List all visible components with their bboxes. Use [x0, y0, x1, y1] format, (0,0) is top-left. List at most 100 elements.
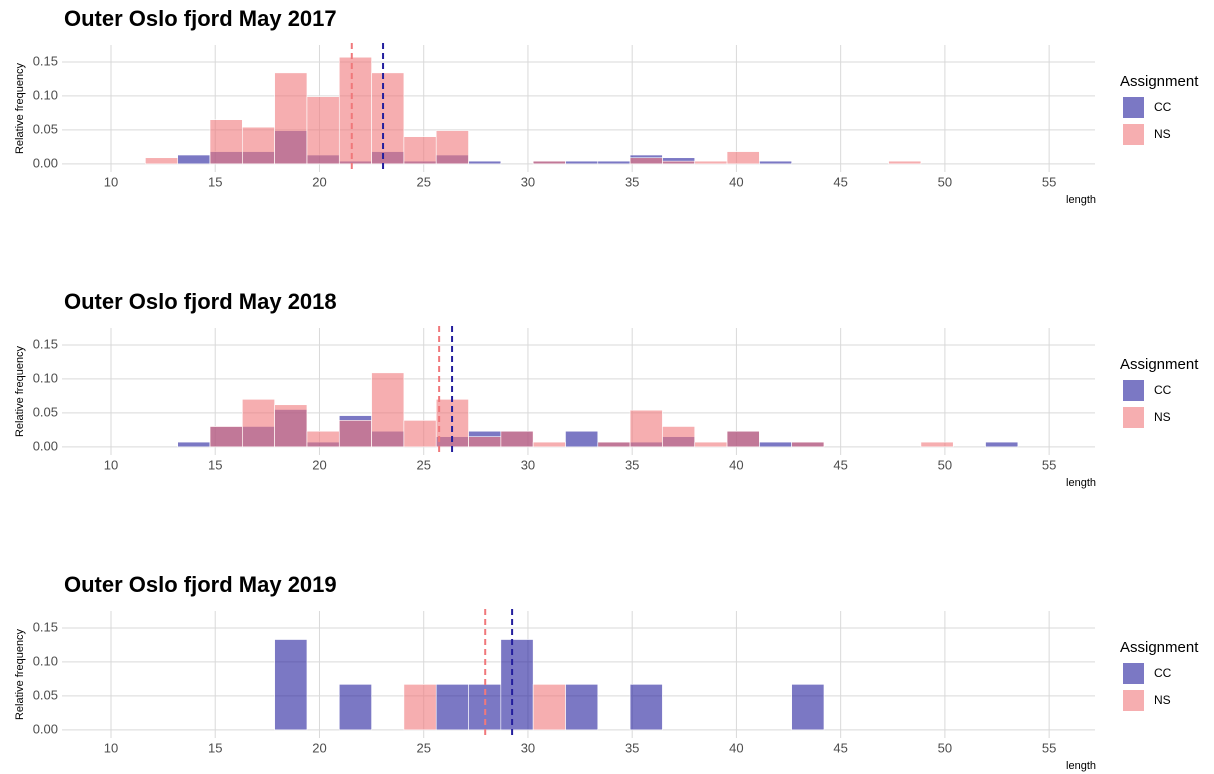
y-axis-label: Relative frequency — [14, 628, 26, 720]
bar — [274, 639, 308, 731]
x-axis-label: length — [1066, 760, 1096, 772]
x-tick-label: 25 — [416, 457, 430, 472]
x-tick-label: 25 — [416, 174, 430, 189]
legend-label: CC — [1154, 100, 1172, 114]
bar — [565, 684, 599, 731]
bar — [468, 436, 502, 448]
y-tick-label: 0.05 — [33, 687, 58, 702]
bar — [242, 399, 275, 448]
x-tick-label: 35 — [625, 457, 639, 472]
bar — [177, 441, 211, 448]
chart-title: Outer Oslo fjord May 2018 — [64, 289, 337, 314]
bar — [532, 441, 566, 448]
bar — [985, 441, 1019, 448]
bar — [468, 160, 502, 165]
x-tick-label: 35 — [625, 740, 639, 755]
bar — [338, 420, 372, 448]
bar — [597, 160, 631, 165]
y-tick-label: 0.00 — [33, 721, 58, 736]
chart-title: Outer Oslo fjord May 2017 — [64, 6, 337, 31]
x-tick-label: 15 — [208, 174, 222, 189]
legend-title: Assignment — [1120, 73, 1199, 90]
bar — [726, 430, 760, 448]
bar — [662, 160, 696, 165]
x-tick-label: 20 — [312, 740, 326, 755]
legend-label: CC — [1154, 666, 1172, 680]
x-tick-label: 50 — [938, 740, 952, 755]
bar — [274, 404, 308, 448]
bar — [435, 130, 469, 165]
y-axis-label: Relative frequency — [14, 62, 26, 154]
legend-key — [1123, 380, 1144, 401]
y-tick-label: 0.10 — [33, 370, 58, 385]
bar — [242, 126, 275, 165]
bar — [532, 684, 566, 731]
bar — [888, 160, 922, 165]
bar — [500, 639, 534, 731]
bar — [694, 160, 728, 165]
bar — [371, 72, 405, 165]
legend-label: NS — [1154, 410, 1171, 424]
bar — [338, 684, 372, 731]
bar — [629, 684, 663, 731]
x-tick-label: 30 — [521, 457, 535, 472]
bar — [403, 684, 437, 731]
bar — [629, 157, 663, 165]
legend-title: Assignment — [1120, 639, 1199, 656]
x-tick-label: 55 — [1042, 740, 1056, 755]
legend-key — [1123, 407, 1144, 428]
legend-label: NS — [1154, 693, 1171, 707]
x-tick-label: 55 — [1042, 174, 1056, 189]
x-tick-label: 20 — [312, 174, 326, 189]
y-tick-label: 0.15 — [33, 53, 58, 68]
bar — [726, 151, 760, 165]
x-tick-label: 45 — [833, 740, 847, 755]
y-tick-label: 0.00 — [33, 438, 58, 453]
bar — [209, 119, 243, 165]
bar — [274, 72, 308, 165]
x-tick-label: 55 — [1042, 457, 1056, 472]
x-tick-label: 25 — [416, 740, 430, 755]
bar — [435, 684, 469, 731]
bar — [306, 96, 340, 165]
bar — [597, 441, 631, 448]
bar — [532, 160, 566, 165]
bar — [500, 430, 534, 448]
bar — [662, 426, 696, 448]
bar — [791, 684, 825, 731]
bar — [565, 160, 599, 165]
bar — [177, 154, 211, 165]
x-tick-label: 10 — [104, 457, 118, 472]
bar — [371, 372, 405, 448]
x-tick-label: 45 — [833, 174, 847, 189]
bar — [629, 409, 663, 448]
x-tick-label: 50 — [938, 457, 952, 472]
bar — [759, 160, 792, 165]
y-tick-label: 0.15 — [33, 619, 58, 634]
bar — [759, 441, 792, 448]
x-tick-label: 15 — [208, 740, 222, 755]
bar — [338, 56, 372, 165]
x-tick-label: 30 — [521, 740, 535, 755]
x-tick-label: 50 — [938, 174, 952, 189]
x-tick-label: 45 — [833, 457, 847, 472]
y-tick-label: 0.15 — [33, 336, 58, 351]
x-tick-label: 15 — [208, 457, 222, 472]
x-tick-label: 30 — [521, 174, 535, 189]
x-tick-label: 10 — [104, 740, 118, 755]
bar — [920, 441, 954, 448]
bar — [209, 426, 243, 448]
legend-key — [1123, 663, 1144, 684]
y-tick-label: 0.10 — [33, 87, 58, 102]
legend-label: CC — [1154, 383, 1172, 397]
bar — [694, 441, 728, 448]
x-axis-label: length — [1066, 194, 1096, 206]
x-tick-label: 40 — [729, 740, 743, 755]
y-tick-label: 0.10 — [33, 653, 58, 668]
y-axis-label: Relative frequency — [14, 345, 26, 437]
chart-title: Outer Oslo fjord May 2019 — [64, 572, 337, 597]
legend-title: Assignment — [1120, 356, 1199, 373]
x-axis-label: length — [1066, 477, 1096, 489]
bar — [145, 157, 179, 165]
